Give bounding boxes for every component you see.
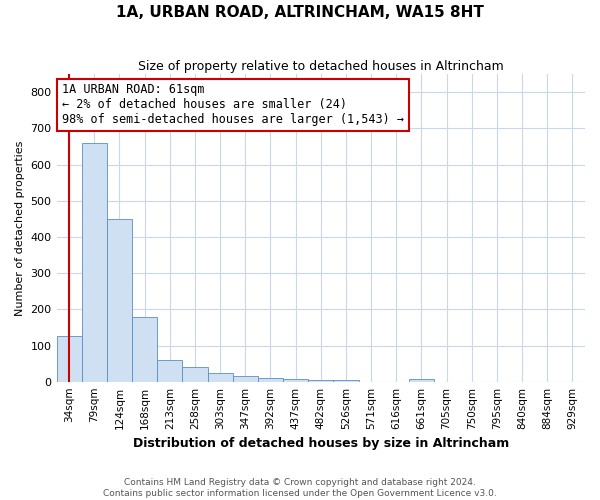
- Bar: [233, 376, 258, 382]
- Bar: [409, 379, 434, 382]
- Bar: [208, 372, 233, 382]
- Bar: [308, 380, 334, 382]
- Bar: [157, 360, 182, 382]
- Text: 1A, URBAN ROAD, ALTRINCHAM, WA15 8HT: 1A, URBAN ROAD, ALTRINCHAM, WA15 8HT: [116, 5, 484, 20]
- Bar: [132, 316, 157, 382]
- Bar: [258, 378, 283, 382]
- Text: Contains HM Land Registry data © Crown copyright and database right 2024.
Contai: Contains HM Land Registry data © Crown c…: [103, 478, 497, 498]
- Bar: [82, 143, 107, 382]
- Bar: [107, 219, 132, 382]
- Text: 1A URBAN ROAD: 61sqm
← 2% of detached houses are smaller (24)
98% of semi-detach: 1A URBAN ROAD: 61sqm ← 2% of detached ho…: [62, 84, 404, 126]
- Bar: [56, 336, 82, 382]
- X-axis label: Distribution of detached houses by size in Altrincham: Distribution of detached houses by size …: [133, 437, 509, 450]
- Title: Size of property relative to detached houses in Altrincham: Size of property relative to detached ho…: [138, 60, 503, 73]
- Bar: [182, 367, 208, 382]
- Y-axis label: Number of detached properties: Number of detached properties: [15, 140, 25, 316]
- Bar: [334, 380, 359, 382]
- Bar: [283, 379, 308, 382]
